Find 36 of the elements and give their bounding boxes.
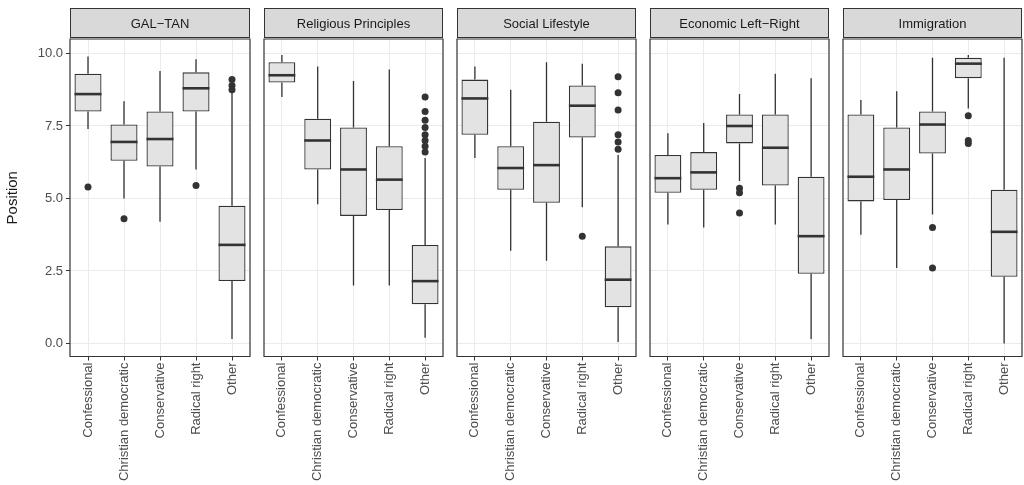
- x-tick-label: Confessional: [659, 362, 675, 438]
- x-tick-label: Other: [416, 361, 432, 396]
- chart-title: Religious Principles: [264, 8, 443, 38]
- x-tick-label: Christian democratic: [115, 362, 131, 482]
- x-tick-label: Other: [223, 361, 239, 396]
- x-tick-label: Christian democratic: [888, 362, 904, 482]
- y-tick-label: 0.0: [44, 335, 63, 351]
- x-tick-label: Other: [609, 361, 625, 396]
- x-tick-label: Radical right: [380, 362, 396, 435]
- x-tick-label: Conservative: [151, 362, 167, 439]
- x-tick-label: Conservative: [538, 362, 554, 439]
- x-tick-label: Other: [802, 361, 818, 396]
- x-tick-label: Conservative: [731, 362, 747, 439]
- y-tick-label: 10.0: [37, 45, 63, 61]
- x-tick-label: Conservative: [924, 362, 940, 439]
- y-tick-label: 2.5: [44, 262, 63, 278]
- x-tick-label: Radical right: [959, 362, 975, 435]
- x-tick-label: Confessional: [79, 362, 95, 438]
- x-tick-label: Other: [995, 361, 1011, 396]
- x-tick-label: Confessional: [273, 362, 289, 438]
- x-tick-label: Radical right: [573, 362, 589, 435]
- chart-title: GAL−TAN: [70, 8, 250, 38]
- x-tick-label: Christian democratic: [309, 362, 325, 482]
- y-axis-title: Position: [3, 171, 21, 225]
- x-tick-label: Christian democratic: [502, 362, 518, 482]
- chart-title: Immigration: [843, 8, 1022, 38]
- x-tick-label: Christian democratic: [695, 362, 711, 482]
- x-tick-label: Radical right: [187, 362, 203, 435]
- chart-title: Economic Left−Right: [650, 8, 829, 38]
- x-tick-label: Radical right: [766, 362, 782, 435]
- chart-title: Social Lifestyle: [457, 8, 636, 38]
- x-tick-label: Confessional: [466, 362, 482, 438]
- y-tick-label: 5.0: [44, 190, 63, 206]
- y-tick-label: 7.5: [44, 117, 63, 133]
- x-tick-label: Conservative: [345, 362, 361, 439]
- x-tick-label: Confessional: [852, 362, 868, 438]
